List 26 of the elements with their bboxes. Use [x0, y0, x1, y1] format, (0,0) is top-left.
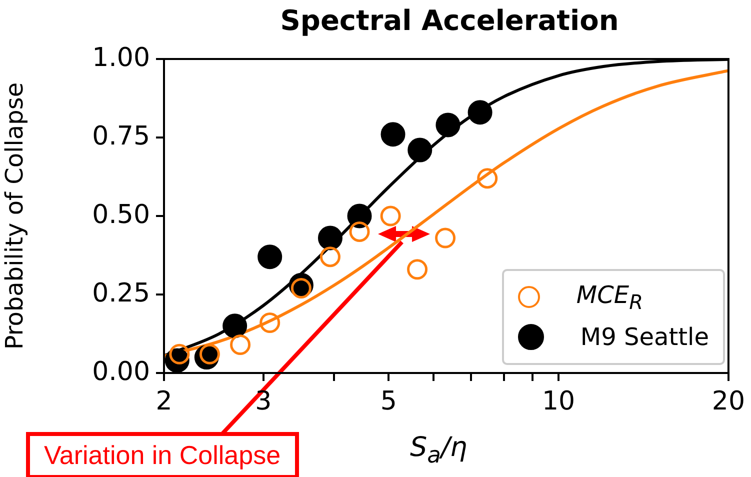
point [468, 100, 492, 125]
point [347, 204, 372, 228]
point [380, 206, 401, 226]
legend-label: MCE$_{R}$ [576, 280, 643, 314]
legend-label: M9 Seattle [580, 323, 709, 351]
chart-title: Spectral Acceleration [279, 4, 620, 37]
y-axis-title: Probability of Collapse [0, 82, 29, 350]
x-tick-label: 20 [712, 386, 746, 416]
x-tick-label: 5 [380, 386, 397, 416]
x-tick-label: 2 [156, 386, 172, 416]
x-axis-title: S$_{a}$/η [410, 432, 468, 468]
point [260, 312, 280, 334]
x-tick-label: 3 [255, 386, 272, 416]
y-tick-label: 0.50 [92, 200, 150, 230]
y-tick-label: 1.00 [92, 42, 150, 73]
point [408, 138, 432, 162]
point [320, 246, 340, 268]
point [230, 334, 251, 355]
point [349, 221, 370, 242]
point [318, 226, 342, 250]
y-tick-label: 0.00 [92, 356, 150, 387]
text: Variation in Collapse [26, 432, 299, 477]
y-tick-label: 0.75 [92, 121, 150, 152]
point [258, 244, 282, 270]
x-tick-label: 10 [542, 386, 576, 416]
y-tick-label: 0.25 [92, 278, 150, 308]
